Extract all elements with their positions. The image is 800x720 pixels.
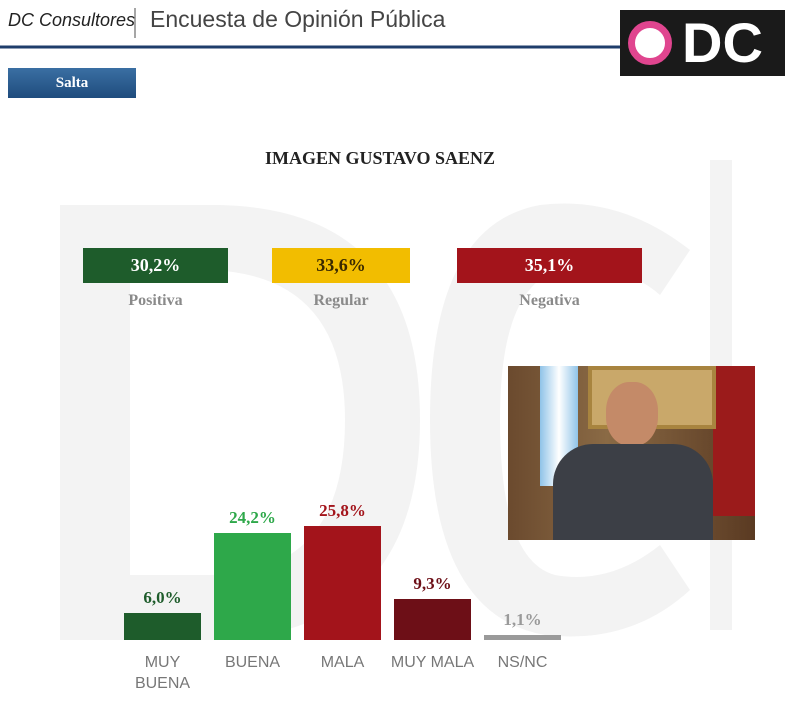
- x-tick-label: BUENA: [224, 654, 281, 671]
- bar: [214, 533, 291, 640]
- photo-head: [606, 382, 658, 446]
- value-label: 9,3%: [413, 573, 452, 593]
- x-tick-label: MUY MALA: [390, 654, 475, 671]
- value-label: 25,8%: [319, 500, 366, 520]
- survey-title: Encuesta de Opinión Pública: [150, 6, 446, 32]
- summary-box: 35,1%: [457, 248, 642, 283]
- summary-label: Regular: [313, 292, 369, 309]
- logo-ring: [628, 21, 672, 65]
- logo: DC: [620, 10, 785, 76]
- summary-label: Negativa: [519, 292, 580, 309]
- company-name: DC Consultores: [8, 10, 136, 30]
- chart-title: IMAGEN GUSTAVO SAENZ: [264, 148, 496, 168]
- bar: [304, 525, 381, 640]
- bar: [484, 635, 561, 640]
- x-tick-label: MUY BUENA: [134, 654, 191, 692]
- photo-flag: [713, 366, 755, 516]
- photo: [508, 366, 755, 540]
- summary-label: Positiva: [128, 292, 183, 309]
- x-tick-label: NS/NC: [497, 654, 548, 671]
- summary-box: 33,6%: [272, 248, 410, 283]
- value-label: 6,0%: [143, 588, 182, 608]
- bar: [124, 613, 201, 640]
- region-tab[interactable]: Salta: [8, 68, 136, 98]
- value-label: 1,1%: [503, 610, 542, 630]
- bar: [394, 598, 471, 640]
- photo-body: [553, 444, 713, 540]
- logo-text: DC: [682, 11, 763, 74]
- summary-box: 30,2%: [83, 248, 228, 283]
- x-tick-label: MALA: [320, 654, 365, 671]
- value-label: 24,2%: [229, 508, 276, 528]
